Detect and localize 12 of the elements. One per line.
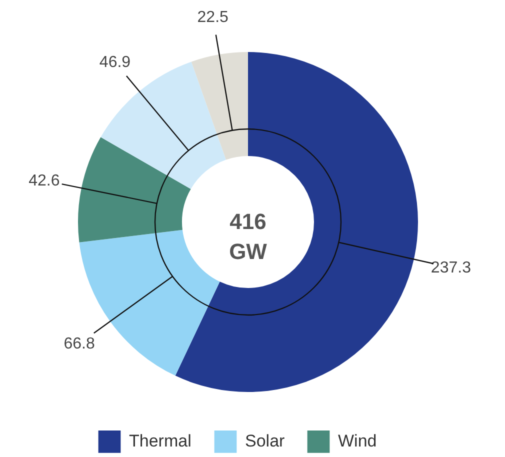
donut-slice [191, 52, 248, 160]
data-label: 46.9 [99, 54, 131, 72]
data-label: 66.8 [64, 336, 95, 353]
legend-label: Thermal [129, 432, 192, 451]
data-label: 42.6 [28, 172, 60, 190]
legend-label: Solar [245, 432, 286, 451]
donut-slice [78, 137, 191, 242]
text: 416 GW [229, 209, 268, 264]
data-label: 22.5 [197, 8, 229, 26]
data-label: 237.3 [430, 260, 472, 277]
legend-label: Wind [338, 432, 377, 451]
donut-slice [175, 52, 418, 392]
